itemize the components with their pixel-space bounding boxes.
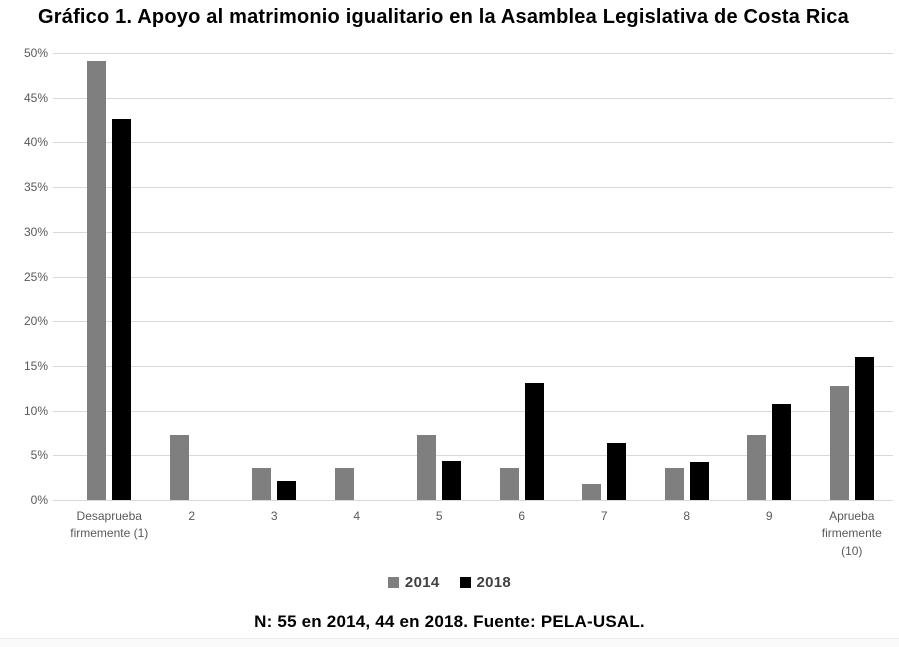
x-tick-label: 5 [435,509,443,523]
y-tick-label: 50% [23,46,48,60]
y-tick-label: 0% [30,493,48,507]
bar-2014-category-6 [499,467,519,500]
gridline [53,410,893,412]
x-tick-label: 3 [270,509,278,523]
legend-item-2014: 2014 [387,574,440,591]
bar-series [68,53,893,500]
y-tick-label: 25% [23,269,48,284]
bar-2014-category-7 [582,483,602,500]
gridline [53,500,893,501]
bar-group-3 [233,53,316,500]
gridline [53,97,893,99]
legend-label: 2018 [476,574,512,591]
bar-2014-category-3 [252,467,272,500]
y-tick-label: 30% [23,224,48,239]
source-note: N: 55 en 2014, 44 en 2018. Fuente: PELA-… [254,612,645,631]
bar-2014-category-4 [334,467,354,500]
bar-group-10 [811,53,894,500]
bar-group-7 [563,53,646,500]
bar-2014-category-5 [417,434,437,500]
bar-group-2 [151,53,234,500]
gridline [53,53,893,54]
bar-2018-category-7 [607,442,627,500]
x-tick-label: 2 [188,509,196,523]
bar-group-8 [646,53,729,500]
bar-group-6 [481,53,564,500]
x-tick-label: 8 [683,509,691,523]
bar-2014-category-8 [664,467,684,500]
bar-2018-category-1 [112,119,132,500]
y-tick-label: 5% [30,448,48,463]
y-tick-label: 10% [23,403,48,418]
bar-2018-category-6 [524,382,544,500]
bar-2018-category-9 [772,404,792,500]
x-tick-label: 4 [353,509,361,523]
bar-2018-category-10 [854,356,874,500]
gridline [53,455,893,457]
legend-item-2018: 2018 [459,574,512,591]
legend-swatch-icon [459,577,471,588]
legend-label: 2014 [404,574,440,591]
y-tick-label: 45% [23,90,48,105]
bar-group-4 [316,53,399,500]
bar-2018-category-3 [277,481,297,500]
bottom-edge-strip [0,638,899,647]
plot-area: 50% 45% 40% 35% 30% 25% 20% 15% 10% 5% 0% [24,46,893,507]
gridline [53,187,893,189]
gridline [53,142,893,144]
legend: 2014 2018 [0,574,899,591]
gridline [53,276,893,278]
gridline [53,365,893,367]
bar-2014-category-1 [87,61,107,500]
x-tick-label: Desaprueba firmemente (1) [70,509,149,541]
bar-2014-category-10 [829,386,849,500]
x-tick-label: 7 [600,509,608,523]
bar-2014-category-2 [169,434,189,500]
legend-swatch-icon [387,577,399,588]
y-tick-label: 15% [23,358,48,373]
x-tick-label: Aprueba firmemente (10) [821,509,882,558]
bar-group-9 [728,53,811,500]
bar-2018-category-5 [442,460,462,500]
bar-2014-category-9 [747,434,767,500]
gridline [53,231,893,233]
x-tick-label: 9 [765,509,773,523]
y-tick-label: 20% [23,314,48,329]
bar-group-5 [398,53,481,500]
bar-2018-category-8 [689,461,709,500]
y-tick-label: 35% [23,180,48,195]
gridline [53,321,893,323]
x-tick-label: 6 [518,509,526,523]
chart-title: Gráfico 1. Apoyo al matrimonio igualitar… [38,6,849,28]
x-axis-tick-labels: Desaprueba firmemente (1) 2 3 4 5 6 7 8 9 Aprueba… [68,508,893,560]
bar-group-1 [68,53,151,500]
y-tick-label: 40% [23,135,48,150]
